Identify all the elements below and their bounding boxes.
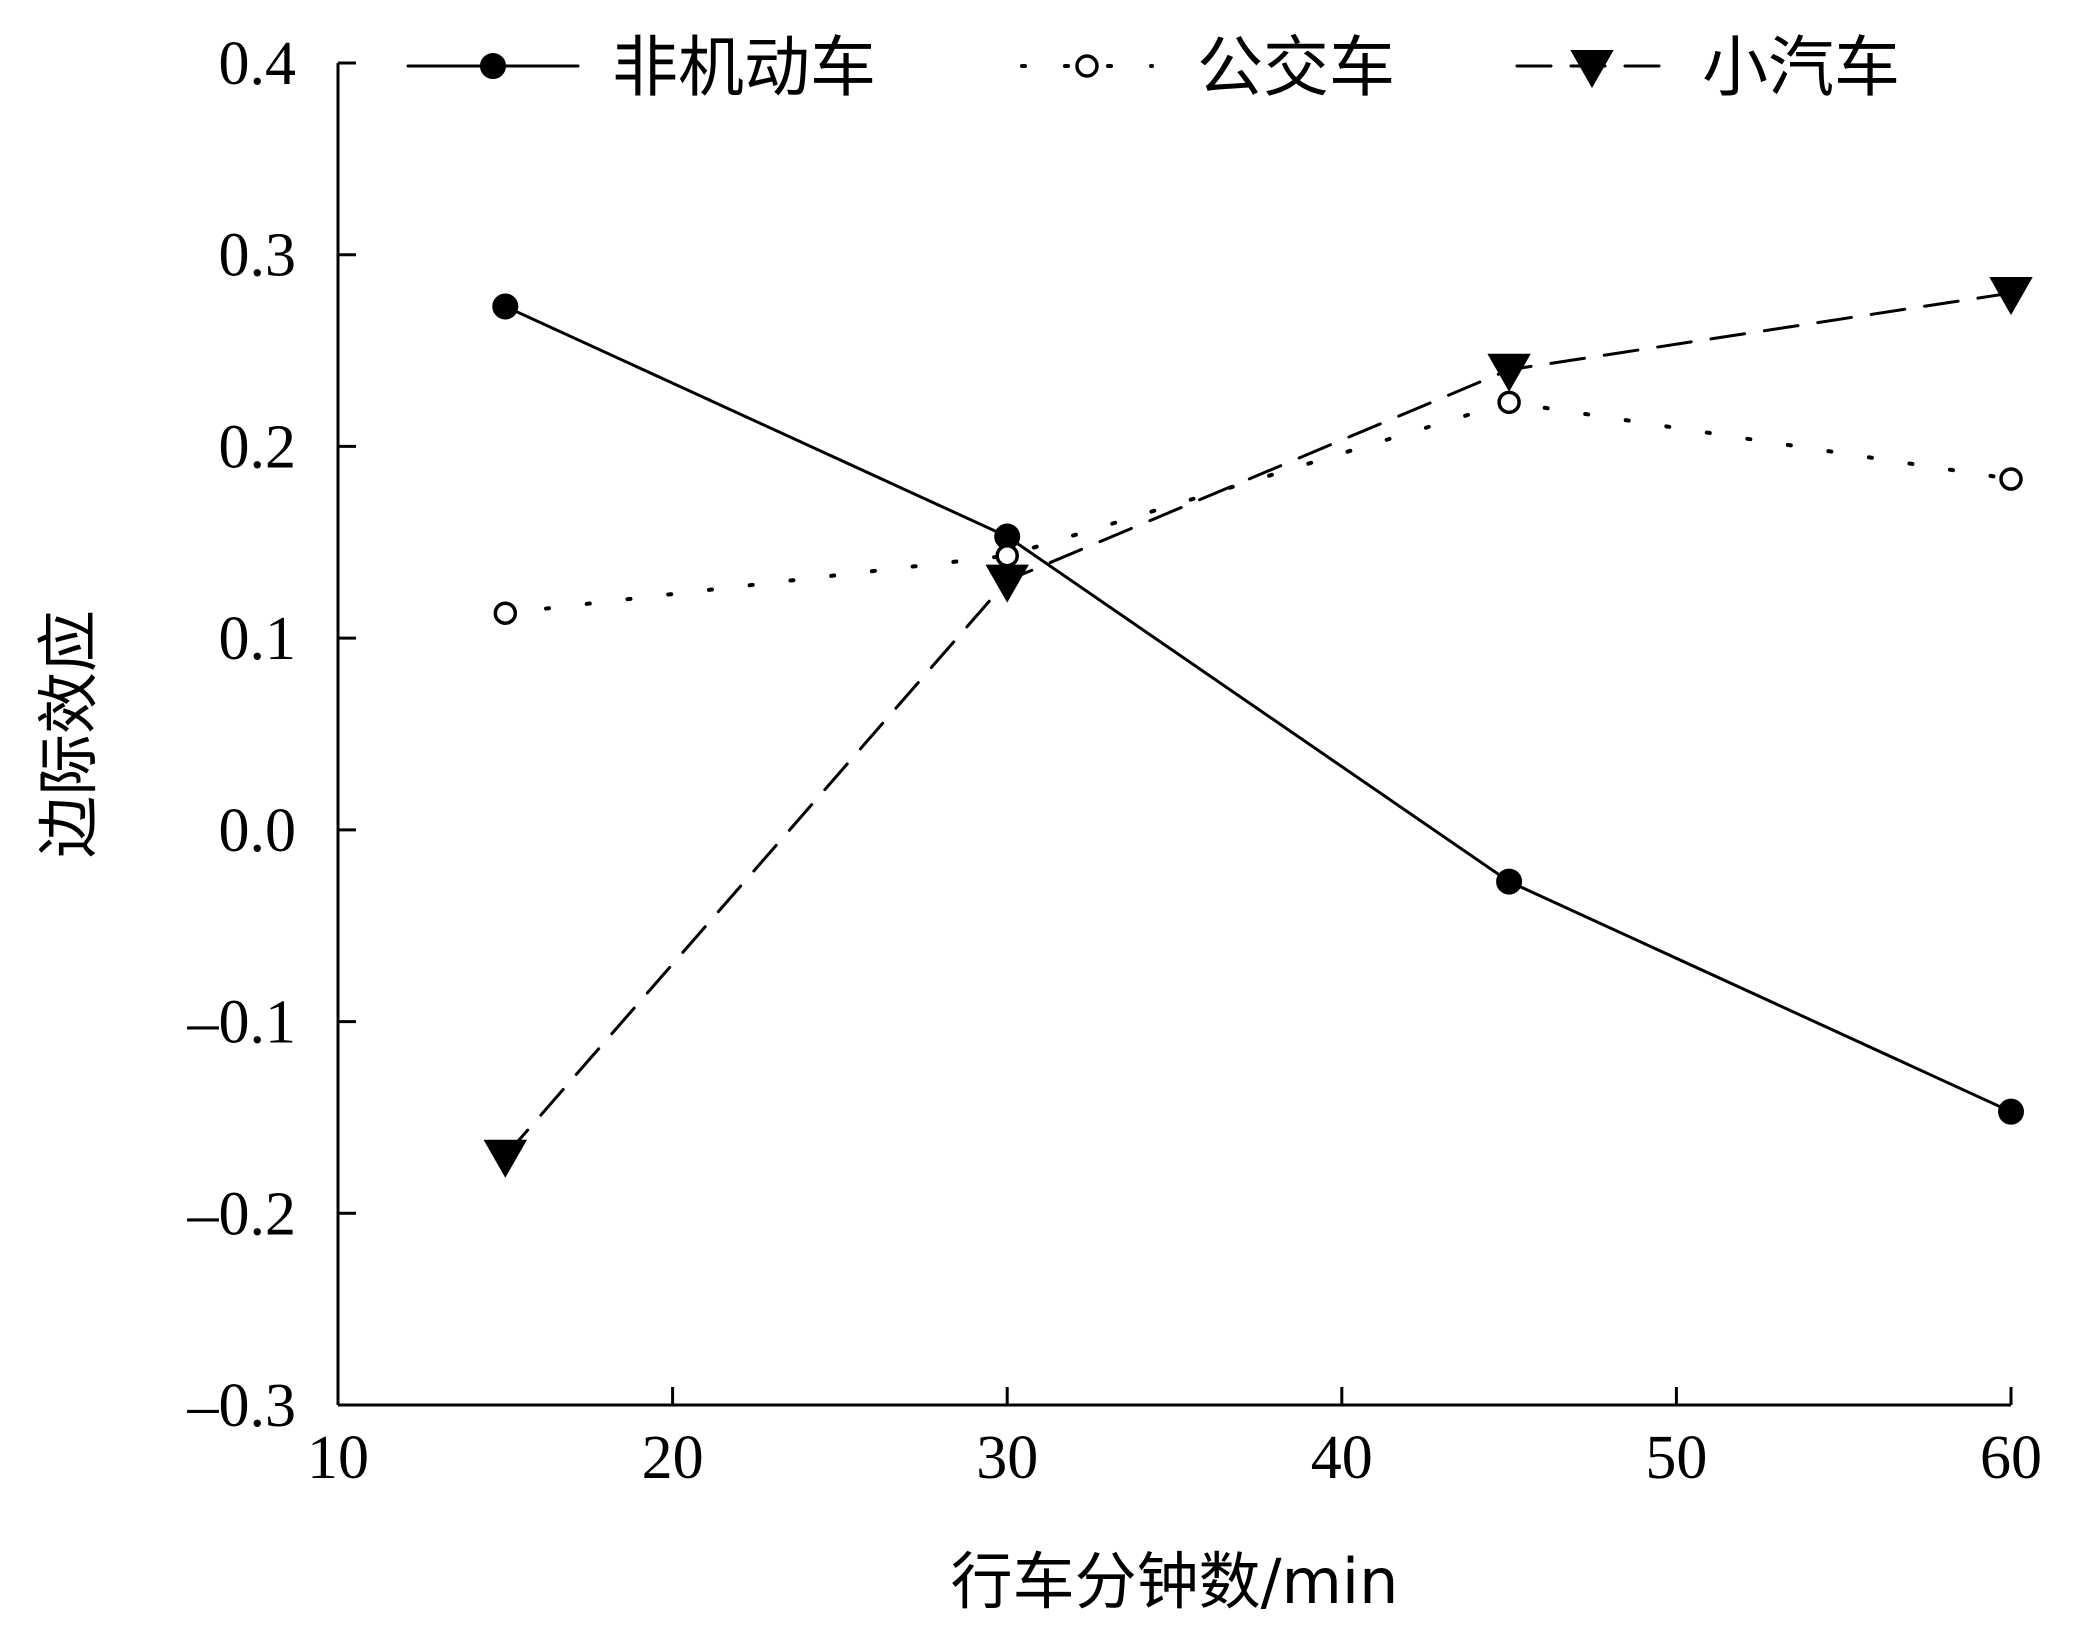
- data-point-marker: [1496, 868, 1523, 895]
- series-2: [493, 390, 2023, 625]
- data-point-marker: [1998, 1098, 2024, 1125]
- y-tick-label: –0.3: [187, 1372, 297, 1440]
- legend-item-2: 公交车: [1020, 29, 1395, 106]
- data-point-marker: [1999, 467, 2023, 491]
- y-tick-label: –0.2: [187, 1180, 297, 1248]
- series-3: [483, 277, 2033, 1178]
- y-tick-label: 0.3: [219, 222, 297, 290]
- y-axis-title: 边际效应: [32, 610, 105, 858]
- y-tick-label: 0.1: [219, 605, 297, 673]
- y-tick-label: 0.2: [219, 413, 297, 481]
- y-tick-label: 0.0: [219, 797, 297, 865]
- series-1: [492, 293, 2024, 1125]
- legend-item-3: 小汽车: [1515, 29, 1900, 106]
- x-tick-label: 50: [1645, 1424, 1707, 1492]
- data-point-marker: [1989, 277, 2033, 316]
- data-point-marker: [1497, 390, 1521, 415]
- data-point-marker: [493, 601, 518, 625]
- data-point-marker: [1487, 353, 1531, 392]
- data-point-marker: [480, 53, 506, 79]
- axes: 0.4 0.3 0.2 0.1 0.0 –0.1 –0.2 –0.310 20 30 40 50 60: [187, 30, 2043, 1492]
- legend-item-1: 非机动车: [406, 29, 876, 106]
- x-tick-label: 60: [1980, 1424, 2042, 1492]
- x-tick-label: 30: [976, 1424, 1038, 1492]
- series-line: [503, 400, 2013, 616]
- series-layer: [483, 277, 2033, 1178]
- legend-label: 公交车: [1197, 29, 1395, 106]
- x-tick-label: 20: [642, 1424, 704, 1492]
- y-tick-label: 0.4: [219, 30, 297, 98]
- x-tick-label: 10: [307, 1424, 369, 1492]
- legend-label: 小汽车: [1702, 29, 1900, 106]
- x-axis-title: 行车分钟数/min: [951, 1545, 1399, 1618]
- series-line: [503, 291, 2013, 1158]
- x-tick-label: 40: [1311, 1424, 1373, 1492]
- legend-label: 非机动车: [612, 29, 876, 106]
- data-point-marker: [995, 543, 1019, 568]
- data-point-marker: [483, 1139, 528, 1178]
- series-line: [503, 304, 2013, 1114]
- data-point-marker: [1075, 54, 1099, 78]
- data-point-marker: [492, 293, 519, 320]
- legend: 非机动车 公交车 小汽车: [406, 29, 1900, 106]
- data-point-marker: [1570, 50, 1614, 89]
- data-point-marker: [985, 564, 1029, 603]
- y-tick-label: –0.1: [187, 989, 297, 1057]
